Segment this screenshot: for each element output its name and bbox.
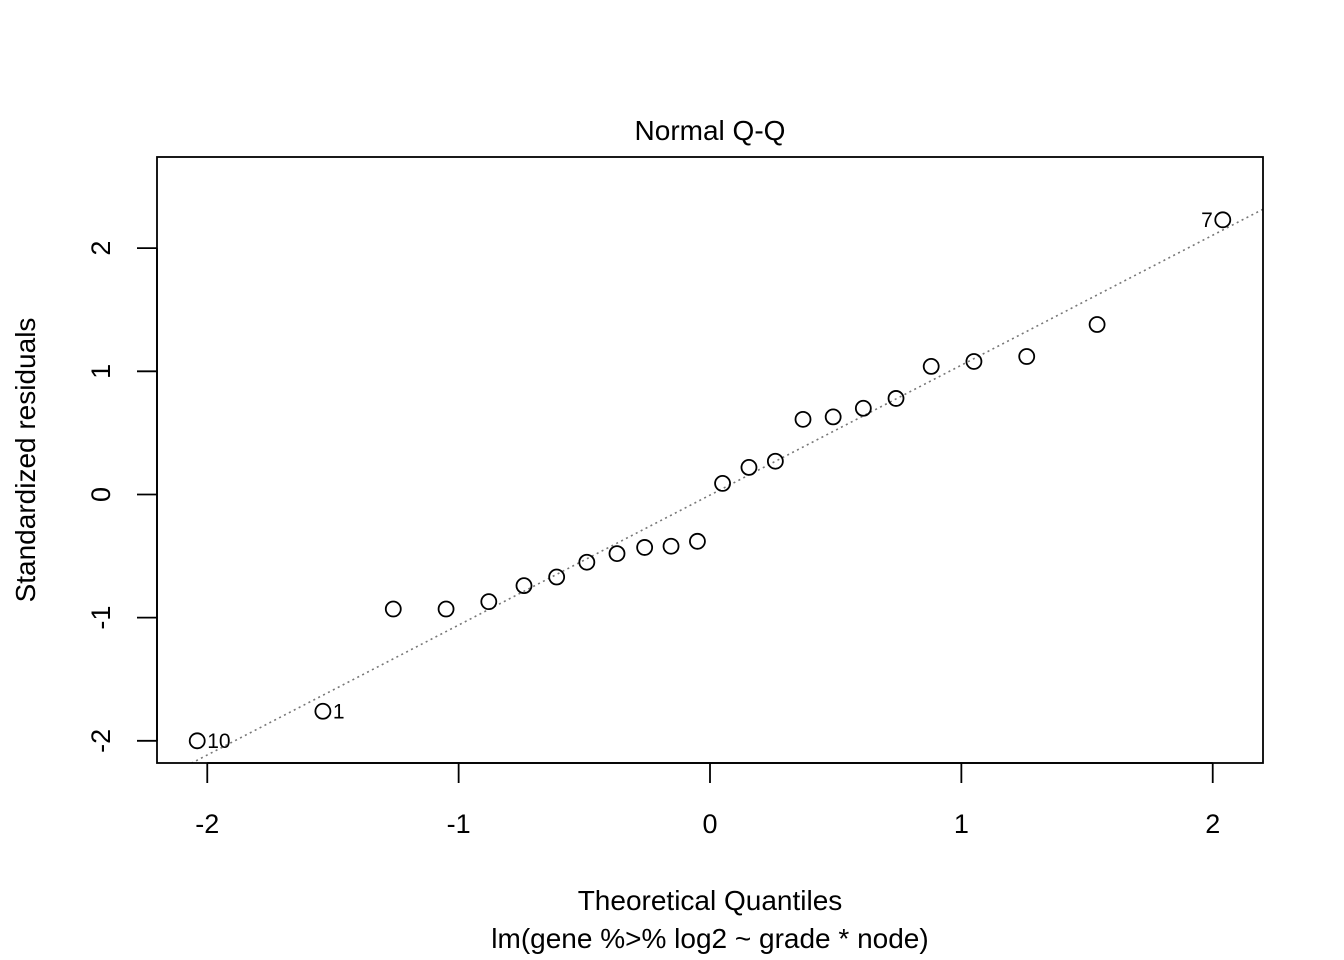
data-point [887, 390, 905, 407]
data-point [548, 568, 566, 586]
data-point [662, 537, 680, 555]
data-point [515, 577, 533, 595]
point-label: 1 [333, 700, 345, 723]
x-tick-label: 2 [1205, 809, 1220, 839]
chart-title: Normal Q-Q [635, 115, 786, 146]
x-tick-label: -2 [195, 809, 219, 839]
data-point [437, 600, 455, 618]
x-tick-label: -1 [447, 809, 471, 839]
data-point [714, 475, 731, 492]
data-point [188, 732, 206, 750]
data-point [578, 553, 596, 571]
data-point [824, 408, 842, 426]
data-point [608, 545, 626, 563]
plot-frame [156, 156, 1264, 764]
y-axis: -2 -1 0 1 2 [86, 241, 158, 753]
x-tick-label: 0 [702, 809, 717, 839]
plot-area: 10 1 7 [188, 208, 1263, 763]
data-point [384, 600, 402, 618]
y-tick-label: 2 [86, 241, 116, 256]
x-tick-label: 1 [954, 809, 969, 839]
data-point [794, 410, 812, 428]
data-point [854, 399, 872, 417]
data-point [1088, 316, 1106, 333]
point-label: 10 [207, 730, 230, 753]
data-point [480, 593, 498, 611]
x-axis-label: Theoretical Quantiles [578, 885, 843, 916]
chart-subtitle: lm(gene %>% log2 ~ grade * node) [491, 923, 928, 954]
data-point [766, 452, 784, 470]
y-tick-label: -1 [86, 606, 116, 630]
data-point [689, 532, 706, 550]
y-tick-label: -2 [86, 729, 116, 753]
data-point [636, 539, 654, 556]
data-point [965, 353, 983, 370]
y-tick-label: 1 [86, 364, 116, 379]
reference-line [190, 208, 1263, 763]
y-tick-label: 0 [86, 487, 116, 502]
data-point [922, 357, 940, 375]
point-label: 7 [1201, 209, 1213, 232]
data-point [1214, 211, 1232, 229]
data-point [314, 702, 332, 720]
data-point [740, 458, 758, 476]
x-axis: -2 -1 0 1 2 [195, 762, 1220, 839]
data-point [1018, 348, 1036, 365]
y-axis-label: Standardized residuals [10, 318, 41, 603]
